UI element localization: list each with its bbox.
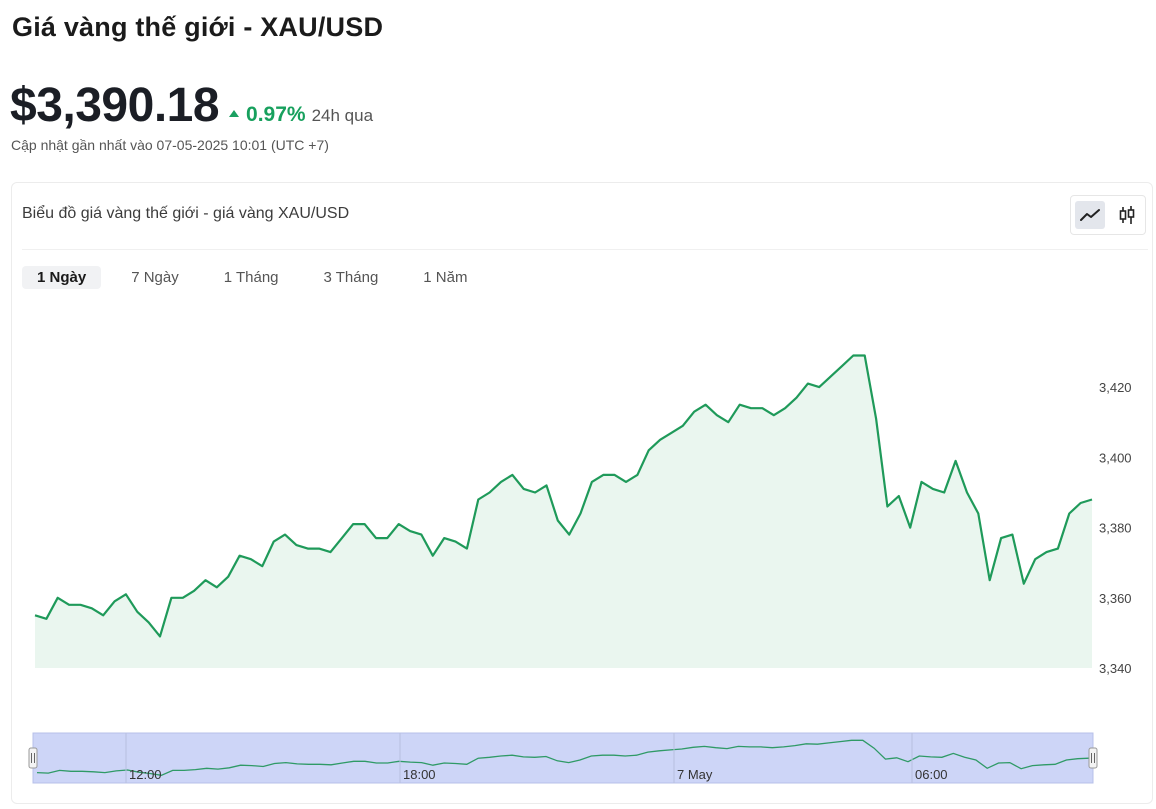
y-tick-label: 3,360 (1099, 591, 1132, 606)
tab-7-days[interactable]: 7 Ngày (131, 269, 179, 286)
tab-1-month[interactable]: 1 Tháng (223, 269, 279, 286)
y-tick-label: 3,380 (1099, 521, 1132, 536)
up-arrow-icon (229, 110, 240, 117)
price-area (35, 355, 1092, 668)
line-chart-button[interactable] (1074, 201, 1105, 229)
period-tabs: 1 Ngày 7 Ngày 1 Tháng 3 Tháng 1 Năm (22, 266, 497, 289)
tab-3-months[interactable]: 3 Tháng (323, 269, 379, 286)
tab-1-day[interactable]: 1 Ngày (22, 266, 102, 289)
y-tick-label: 3,420 (1099, 380, 1132, 395)
change-period: 24h qua (311, 106, 374, 125)
tab-1-year[interactable]: 1 Năm (423, 269, 468, 286)
last-updated: Cập nhật gần nhất vào 07-05-2025 10:01 (… (11, 137, 329, 153)
price-line (34, 354, 1093, 638)
navigator-left-handle[interactable] (28, 747, 38, 769)
y-tick-label: 3,400 (1099, 450, 1132, 465)
candlestick-icon (1119, 206, 1134, 224)
navigator-line (36, 739, 1090, 776)
change-percent: 0.97% (246, 103, 306, 126)
price-row: $3,390.18 0.97% 24h qua (10, 78, 373, 133)
navigator-time-label: 7 May (677, 767, 713, 782)
y-tick-label: 3,340 (1099, 661, 1132, 676)
navigator-time-label: 12:00 (129, 767, 162, 782)
navigator-right-handle[interactable] (1088, 747, 1098, 769)
page-title: Giá vàng thế giới - XAU/USD (12, 12, 384, 42)
chart-type-toggle (1070, 195, 1146, 235)
card-divider (22, 249, 1148, 250)
navigator-time-label: 06:00 (915, 767, 948, 782)
current-price: $3,390.18 (10, 79, 220, 132)
candlestick-button[interactable] (1112, 201, 1142, 229)
price-change: 0.97% 24h qua (229, 103, 373, 127)
navigator-time-label: 18:00 (403, 767, 436, 782)
chart-card-title: Biểu đồ giá vàng thế giới - giá vàng XAU… (22, 205, 350, 222)
chart-card: Biểu đồ giá vàng thế giới - giá vàng XAU… (11, 182, 1153, 804)
line-chart-icon (1079, 209, 1100, 221)
